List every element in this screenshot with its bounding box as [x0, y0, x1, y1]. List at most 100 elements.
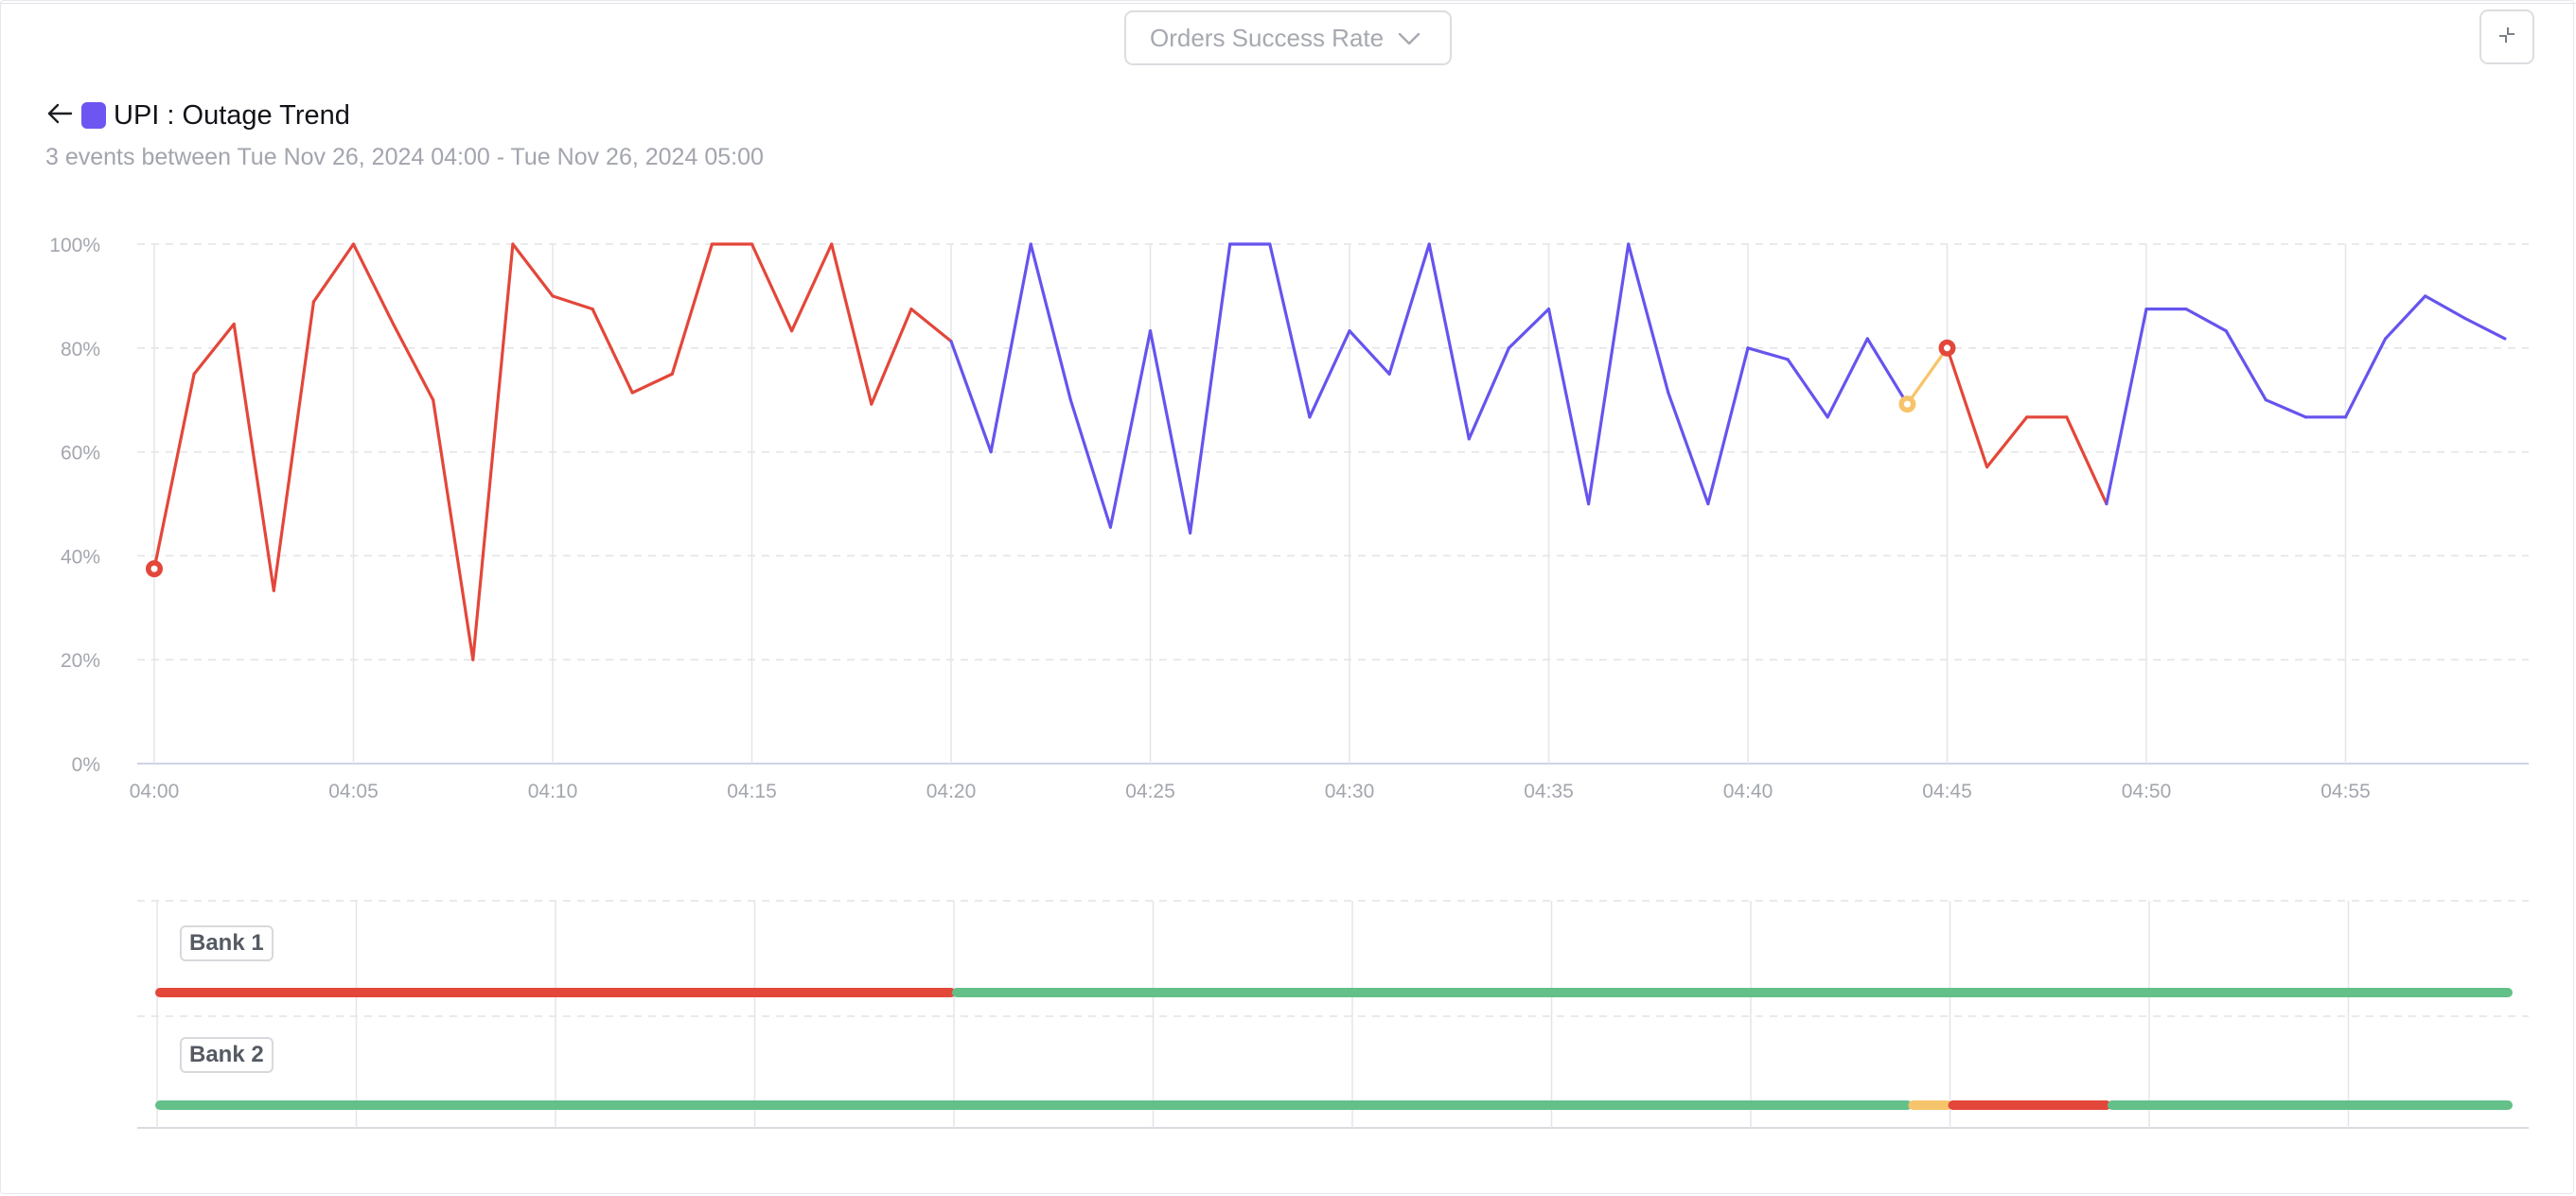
- chevron-down-icon: [1397, 26, 1421, 58]
- line-segment: [2224, 329, 2267, 402]
- line-segment: [511, 242, 555, 298]
- line-segment: [1348, 329, 1391, 376]
- x-tick-label: 04:00: [130, 781, 180, 802]
- line-segment: [1905, 346, 1950, 406]
- line-segment: [1188, 242, 1232, 535]
- line-segment: [1546, 308, 1591, 506]
- line-segment: [192, 322, 236, 376]
- event-marker-dot: [1903, 400, 1911, 408]
- line-segment: [1029, 242, 1072, 402]
- x-tick-label: 04:50: [2122, 781, 2172, 802]
- timeline-bars[interactable]: [155, 988, 2513, 1110]
- line-segment: [1786, 358, 1829, 419]
- line-segment: [1068, 398, 1113, 529]
- lane-label-bank-2: Bank 2: [180, 1037, 273, 1073]
- line-segment: [2184, 308, 2228, 333]
- line-segment: [432, 398, 475, 661]
- line-segment: [1706, 346, 1750, 506]
- line-segment: [2384, 294, 2427, 341]
- back-button[interactable]: [45, 101, 74, 130]
- line-segment: [351, 242, 396, 326]
- lane-label-text: Bank 1: [189, 930, 264, 956]
- events-subtitle: 3 events between Tue Nov 26, 2024 04:00 …: [45, 144, 764, 170]
- line-segment: [750, 242, 794, 333]
- y-tick-label: 80%: [61, 339, 100, 361]
- metric-dropdown[interactable]: Orders Success Rate: [1124, 10, 1452, 65]
- x-tick-label: 04:20: [926, 781, 977, 802]
- x-tick-label: 04:40: [1723, 781, 1773, 802]
- line-segment: [2424, 294, 2467, 321]
- x-tick-label: 04:05: [328, 781, 379, 802]
- line-segment: [272, 300, 315, 592]
- event-marker-dot: [150, 565, 158, 572]
- x-tick-label: 04:45: [1922, 781, 1972, 802]
- x-axis: 04:00 04:05 04:10 04:15 04:20 04:25 04:30 04:35…: [130, 781, 2371, 802]
- line-segment: [870, 308, 913, 406]
- line-segment: [1308, 329, 1351, 419]
- event-markers[interactable]: [146, 339, 1956, 578]
- chart-header: UPI : Outage Trend: [45, 98, 350, 132]
- line-segment: [909, 308, 953, 343]
- arrow-left-icon: [46, 102, 73, 130]
- line-segment: [1586, 242, 1631, 506]
- y-tick-label: 20%: [61, 650, 100, 672]
- line-segment: [670, 242, 715, 376]
- line-segment: [392, 322, 435, 402]
- line-segment: [2343, 337, 2388, 419]
- line-segment: [471, 242, 515, 661]
- line-segment: [591, 308, 634, 395]
- line-segment: [1826, 337, 1869, 419]
- x-tick-label: 04:55: [2320, 781, 2371, 802]
- line-segment: [1945, 346, 1989, 469]
- y-tick-label: 40%: [61, 546, 100, 568]
- line-segment: [1507, 308, 1551, 350]
- success-rate-chart: 0%20%40%60%80%100% 04:00 04:05 04:10 04:15 0…: [49, 235, 2529, 802]
- line-segment: [1667, 391, 1710, 506]
- x-tick-label: 04:15: [727, 781, 777, 802]
- line-segment: [1268, 242, 1312, 419]
- line-segment: [551, 294, 594, 311]
- line-segment: [789, 242, 834, 333]
- collapse-button[interactable]: [2479, 9, 2534, 64]
- line-segment: [2463, 316, 2507, 341]
- line-segment: [2105, 308, 2148, 506]
- line-segment: [1387, 242, 1431, 376]
- line-segment: [1865, 337, 1910, 406]
- line-segment: [311, 242, 356, 304]
- y-tick-label: 0%: [72, 754, 100, 776]
- timeline-grid: [137, 900, 2529, 1129]
- x-tick-label: 04:30: [1325, 781, 1375, 802]
- line-segment: [630, 372, 674, 395]
- line-segment: [1108, 329, 1153, 529]
- y-axis: 0% 20% 40% 60% 80% 100%: [49, 235, 100, 776]
- line-segment: [949, 340, 993, 454]
- line-segment: [830, 242, 873, 406]
- page-title: UPI : Outage Trend: [114, 99, 350, 131]
- lane-label-bank-1: Bank 1: [180, 925, 273, 961]
- line-segment: [1627, 242, 1670, 395]
- event-marker-dot: [1944, 344, 1950, 352]
- line-segment: [2065, 415, 2108, 506]
- y-tick-label: 60%: [61, 443, 100, 465]
- series-line: [152, 242, 2507, 661]
- lane-label-text: Bank 2: [189, 1042, 264, 1067]
- line-segment: [989, 242, 1032, 454]
- x-tick-label: 04:10: [528, 781, 578, 802]
- minimize-icon: [2497, 25, 2517, 50]
- x-tick-label: 04:35: [1524, 781, 1574, 802]
- x-tick-label: 04:25: [1125, 781, 1175, 802]
- line-segment: [232, 322, 275, 592]
- chart-grid: [137, 243, 2529, 765]
- line-segment: [152, 372, 196, 571]
- y-tick-label: 100%: [49, 235, 100, 256]
- line-segment: [1746, 346, 1790, 361]
- line-segment: [1427, 242, 1471, 441]
- bank-timeline: [137, 900, 2529, 1129]
- line-segment: [1148, 329, 1192, 535]
- line-segment: [1985, 415, 2029, 469]
- top-divider: [0, 3, 2576, 4]
- metric-dropdown-label: Orders Success Rate: [1150, 23, 1385, 52]
- upi-method-icon: [81, 102, 106, 129]
- line-segment: [2264, 398, 2307, 419]
